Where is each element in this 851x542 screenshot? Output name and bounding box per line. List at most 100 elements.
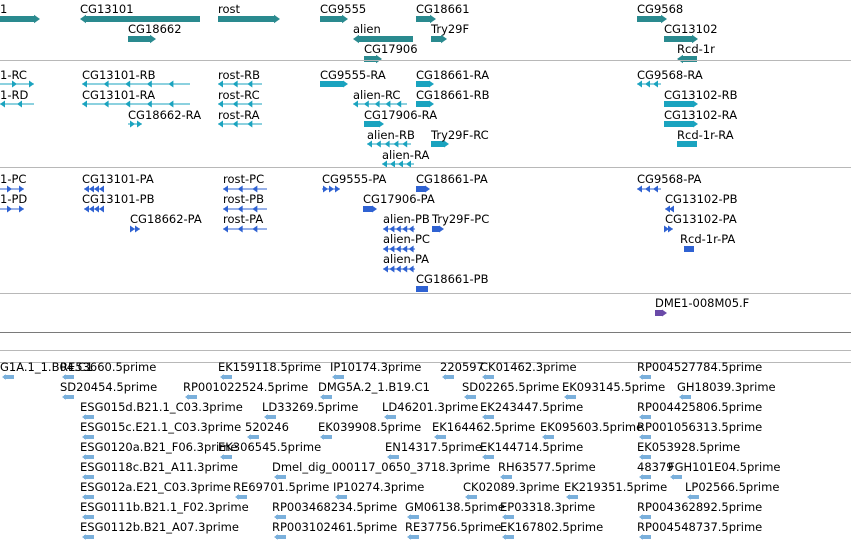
tx-label-cg18662-ra[interactable]: CG18662-RA — [128, 108, 202, 122]
est-label[interactable]: EN14317.5prime — [385, 440, 482, 454]
exon-block[interactable] — [363, 206, 373, 212]
est-glyph[interactable] — [409, 515, 419, 519]
exon-block[interactable] — [664, 121, 694, 127]
est-arrow[interactable] — [82, 414, 86, 420]
gene-arrow[interactable] — [34, 14, 40, 24]
exon-arrow[interactable] — [395, 265, 401, 273]
est-label[interactable]: RP003102461.5prime — [272, 520, 398, 534]
gene-glyph[interactable] — [320, 16, 343, 22]
est-glyph[interactable] — [544, 435, 554, 439]
est-glyph[interactable] — [641, 435, 651, 439]
exon-block[interactable] — [416, 81, 430, 87]
tx-label-alien-rb[interactable]: alien-RB — [367, 128, 415, 142]
est-label[interactable]: 220597 — [440, 360, 484, 374]
prot-label-alien-pb[interactable]: alien-PB — [383, 212, 430, 226]
exon-arrow[interactable] — [103, 80, 109, 88]
prot-label-cg18662-pa[interactable]: CG18662-PA — [130, 212, 202, 226]
exon-block[interactable] — [416, 101, 430, 107]
exon-arrow[interactable] — [653, 80, 658, 88]
est-label[interactable]: EK306545.5prime — [218, 440, 322, 454]
est-label[interactable]: EK039908.5prime — [318, 420, 422, 434]
est-label[interactable]: ESG0118c.B21_A11.3prime — [80, 460, 238, 474]
exon-arrow[interactable] — [408, 245, 414, 253]
prot-label-cg13102-pa[interactable]: CG13102-PA — [665, 212, 737, 226]
gene-arrow[interactable] — [274, 14, 280, 24]
gene-label-cg9555[interactable]: CG9555 — [320, 2, 367, 16]
est-label[interactable]: RE69701.5prime — [233, 480, 330, 494]
gene-arrow[interactable] — [150, 34, 156, 44]
exon-arrow[interactable] — [247, 120, 253, 128]
exon-arrow[interactable] — [402, 225, 408, 233]
exon-arrow[interactable] — [146, 80, 152, 88]
prot-label-1-pd[interactable]: 1-PD — [0, 192, 28, 206]
est-glyph[interactable] — [276, 535, 286, 539]
exon-arrow[interactable] — [137, 120, 142, 128]
exon-arrow[interactable] — [390, 160, 395, 168]
est-label[interactable]: EK164462.5prime — [432, 420, 536, 434]
exon-arrow[interactable] — [168, 80, 174, 88]
exon-arrow[interactable] — [12, 80, 17, 88]
est-glyph[interactable] — [641, 415, 651, 419]
exon-arrow[interactable] — [218, 120, 223, 128]
exon-block[interactable] — [664, 101, 694, 107]
exon-arrow[interactable] — [363, 100, 369, 108]
exon-arrow[interactable] — [382, 160, 387, 168]
exon-arrow[interactable] — [395, 245, 401, 253]
est-label[interactable]: RP004548737.5prime — [637, 520, 763, 534]
est-glyph[interactable] — [641, 475, 651, 479]
est-glyph[interactable] — [84, 495, 94, 499]
gene-label-cg9568[interactable]: CG9568 — [637, 2, 684, 16]
exon-arrow[interactable] — [94, 185, 99, 193]
gene-glyph[interactable] — [85, 16, 200, 22]
est-glyph[interactable] — [641, 375, 651, 379]
est-label[interactable]: Dmel_dig_000117_0650_3718.3prime — [272, 460, 491, 474]
est-label[interactable]: EK219351.5prime — [564, 480, 668, 494]
est-arrow[interactable] — [639, 374, 643, 380]
est-glyph[interactable] — [504, 535, 514, 539]
exon-arrow[interactable] — [94, 205, 99, 213]
exon-arrow[interactable] — [383, 245, 388, 253]
est-label[interactable]: RP001022524.5prime — [183, 380, 309, 394]
est-label[interactable]: DMG5A.2_1.B19.C1 — [318, 380, 430, 394]
exon-arrow[interactable] — [99, 205, 104, 213]
est-glyph[interactable] — [222, 455, 232, 459]
est-label[interactable]: CK01462.3prime — [480, 360, 577, 374]
tx-label-try29f-rc[interactable]: Try29F-RC — [431, 128, 489, 142]
exon-arrow[interactable] — [408, 225, 414, 233]
est-arrow[interactable] — [384, 414, 388, 420]
est-glyph[interactable] — [84, 515, 94, 519]
est-glyph[interactable] — [187, 395, 197, 399]
exon-arrow[interactable] — [398, 160, 403, 168]
exon-arrow[interactable] — [19, 205, 24, 213]
exon-arrow[interactable] — [383, 265, 388, 273]
exon-arrow[interactable] — [402, 140, 408, 148]
gene-label-1[interactable]: 1 — [0, 2, 8, 16]
exon-arrow[interactable] — [637, 80, 642, 88]
exon-arrow[interactable] — [389, 245, 395, 253]
est-glyph[interactable] — [84, 435, 94, 439]
gene-label-alien[interactable]: alien — [353, 22, 381, 36]
est-label[interactable]: ESG0112b.B21_A07.3prime — [80, 520, 239, 534]
est-label[interactable]: LP02566.5prime — [685, 480, 780, 494]
est-label[interactable]: FGH101E04.5prime — [668, 460, 781, 474]
gene-arrow[interactable] — [692, 34, 698, 44]
est-glyph[interactable] — [84, 455, 94, 459]
tx-label-alien-rc[interactable]: alien-RC — [353, 88, 401, 102]
gene-arrow[interactable] — [661, 14, 667, 24]
gene-glyph[interactable] — [218, 16, 275, 22]
est-arrow[interactable] — [274, 474, 278, 480]
exon-arrow[interactable] — [232, 100, 238, 108]
est-label[interactable]: SD02265.5prime — [462, 380, 560, 394]
gene-glyph[interactable] — [416, 16, 431, 22]
est-arrow[interactable] — [639, 434, 643, 440]
exon-arrow[interactable] — [252, 205, 258, 213]
tx-label-rcd-1r-ra[interactable]: Rcd-1r-RA — [677, 128, 734, 142]
exon-arrow[interactable] — [223, 205, 228, 213]
exon-arrow[interactable] — [353, 100, 358, 108]
est-label[interactable]: 48379 — [637, 460, 674, 474]
est-label[interactable]: ESG0111b.B21.1_F02.3prime — [80, 500, 249, 514]
est-label[interactable]: CK02089.3prime — [463, 480, 560, 494]
est-label[interactable]: GM06138.5prime — [405, 500, 505, 514]
est-label[interactable]: ESG015d.B21.1_C03.3prime — [80, 400, 243, 414]
exon-arrow[interactable] — [367, 140, 372, 148]
